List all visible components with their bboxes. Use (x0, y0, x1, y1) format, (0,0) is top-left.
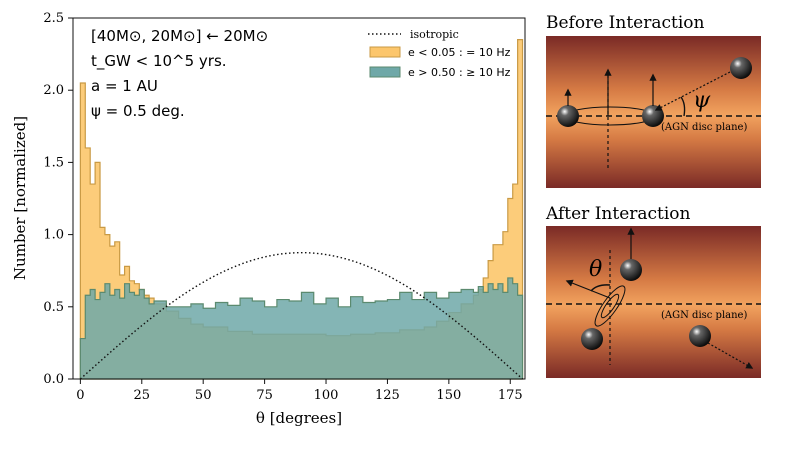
after-bh-lower (581, 328, 603, 350)
x-tick-label: 150 (436, 388, 461, 403)
histogram-high-e (79, 277, 524, 380)
y-tick-label: 1.0 (43, 228, 64, 243)
after-interaction-panel: After Interaction θ (AGN disc plane) (545, 204, 761, 378)
annotation-semimajor: a = 1 AU (91, 77, 158, 95)
after-bh-escaping (689, 325, 711, 347)
annotation-masses: [40M⊙, 20M⊙] ← 20M⊙ (91, 27, 268, 45)
plot-frame (72, 17, 526, 380)
x-tick-label: 50 (195, 388, 212, 403)
legend-label-low-e: e < 0.05 : = 10 Hz (408, 46, 511, 59)
histogram-plot: 0 25 50 75 100 125 150 175 0.0 0.5 1.0 1.5 2.0 2.5 θ… (11, 11, 526, 427)
annotation-psi: ψ = 0.5 deg. (91, 102, 185, 120)
x-tick-label: 175 (498, 388, 523, 403)
legend-swatch-high-e (369, 66, 401, 78)
x-tick-label: 75 (256, 388, 273, 403)
y-tick-label: 1.5 (43, 155, 64, 170)
after-escape-arrow (707, 342, 754, 369)
legend: isotropic e < 0.05 : = 10 Hz e > 0.50 : … (368, 28, 511, 79)
after-disc-background (546, 226, 761, 378)
y-axis-label: Number [normalized] (11, 116, 29, 280)
legend-swatch-low-e (369, 46, 401, 58)
after-binary-orbit-outer (594, 285, 626, 327)
before-psi-label: ψ (693, 88, 711, 113)
before-title: Before Interaction (546, 13, 705, 33)
y-tick-label: 0.5 (43, 300, 64, 315)
y-tick-label: 2.0 (43, 83, 64, 98)
before-interaction-panel: Before Interaction ψ (AGN disc plane) (546, 13, 761, 188)
after-theta-label: θ (589, 257, 602, 282)
after-theta-arc (590, 284, 611, 292)
x-axis-ticks: 0 25 50 75 100 125 150 175 (76, 379, 523, 403)
before-bh-single (730, 57, 752, 79)
legend-label-isotropic: isotropic (410, 28, 459, 41)
before-psi-arc (680, 96, 686, 117)
after-title: After Interaction (545, 204, 691, 224)
annotation-tgw: t_GW < 10^5 yrs. (91, 52, 227, 71)
y-axis-ticks: 0.0 0.5 1.0 1.5 2.0 2.5 (43, 11, 73, 387)
series-high-e (79, 277, 524, 380)
after-plane-label: (AGN disc plane) (661, 310, 747, 321)
x-tick-label: 125 (375, 388, 400, 403)
after-bh-upper (620, 259, 642, 281)
x-tick-label: 0 (76, 388, 84, 403)
x-axis-label: θ [degrees] (256, 409, 342, 427)
y-tick-label: 0.0 (43, 372, 64, 387)
x-tick-label: 25 (134, 388, 151, 403)
before-bh-left (557, 105, 579, 127)
y-tick-label: 2.5 (43, 11, 64, 26)
legend-label-high-e: e > 0.50 : ≥ 10 Hz (408, 66, 511, 79)
after-spin-arrow (565, 279, 611, 299)
before-incoming-path (654, 71, 731, 111)
before-plane-label: (AGN disc plane) (661, 122, 747, 133)
isotropic-curve (79, 251, 524, 380)
after-binary-orbit-inner (600, 293, 620, 319)
x-tick-label: 100 (314, 388, 339, 403)
